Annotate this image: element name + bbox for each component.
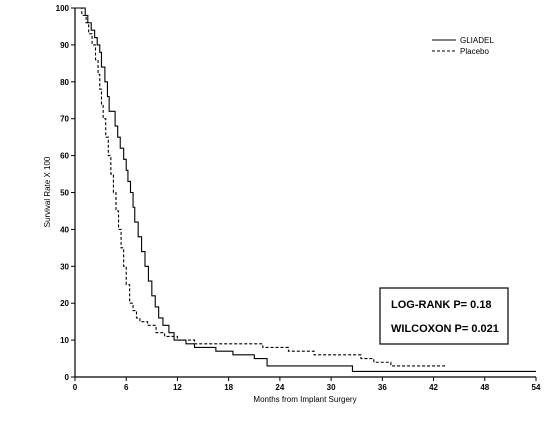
x-tick-label: 24 <box>275 383 284 392</box>
x-tick-label: 36 <box>378 383 387 392</box>
y-tick-label: 80 <box>60 78 69 87</box>
x-tick-label: 42 <box>429 383 438 392</box>
x-tick-label: 18 <box>224 383 233 392</box>
log-rank-annotation: LOG-RANK P= 0.18 <box>391 299 492 311</box>
y-tick-label: 60 <box>60 152 69 161</box>
y-tick-label: 90 <box>60 41 69 50</box>
x-tick-label: 12 <box>173 383 182 392</box>
y-tick-label: 70 <box>60 115 69 124</box>
y-tick-label: 100 <box>56 4 70 13</box>
x-tick-label: 30 <box>327 383 336 392</box>
y-axis-label: Survival Rate X 100 <box>43 156 52 227</box>
legend-entry-placebo: Placebo <box>460 47 489 56</box>
y-tick-label: 40 <box>60 225 69 234</box>
y-tick-label: 20 <box>60 299 69 308</box>
x-axis-label: Months from Implant Surgery <box>253 395 356 404</box>
legend: GLIADEL Placebo <box>432 36 494 56</box>
y-tick-label: 30 <box>60 262 69 271</box>
statistics-box-border <box>379 287 509 345</box>
x-tick-label: 0 <box>73 383 78 392</box>
y-tick-label: 0 <box>65 373 70 382</box>
axis-ticks: 0 10 20 30 40 50 60 70 80 90 100 0 6 12 18 24 30 36 42 48 54 <box>56 4 541 392</box>
y-tick-label: 10 <box>60 336 69 345</box>
legend-entry-gliadel: GLIADEL <box>460 36 494 45</box>
series-line-gliadel <box>75 7 536 373</box>
series-layer <box>75 7 536 373</box>
statistics-box: LOG-RANK P= 0.18 WILCOXON P= 0.021 <box>379 287 509 345</box>
y-tick-label: 50 <box>60 189 69 198</box>
x-tick-label: 48 <box>480 383 489 392</box>
x-tick-label: 54 <box>532 383 541 392</box>
x-tick-label: 6 <box>124 383 129 392</box>
series-line-placebo <box>75 7 447 367</box>
wilcoxon-annotation: WILCOXON P= 0.021 <box>391 323 499 335</box>
